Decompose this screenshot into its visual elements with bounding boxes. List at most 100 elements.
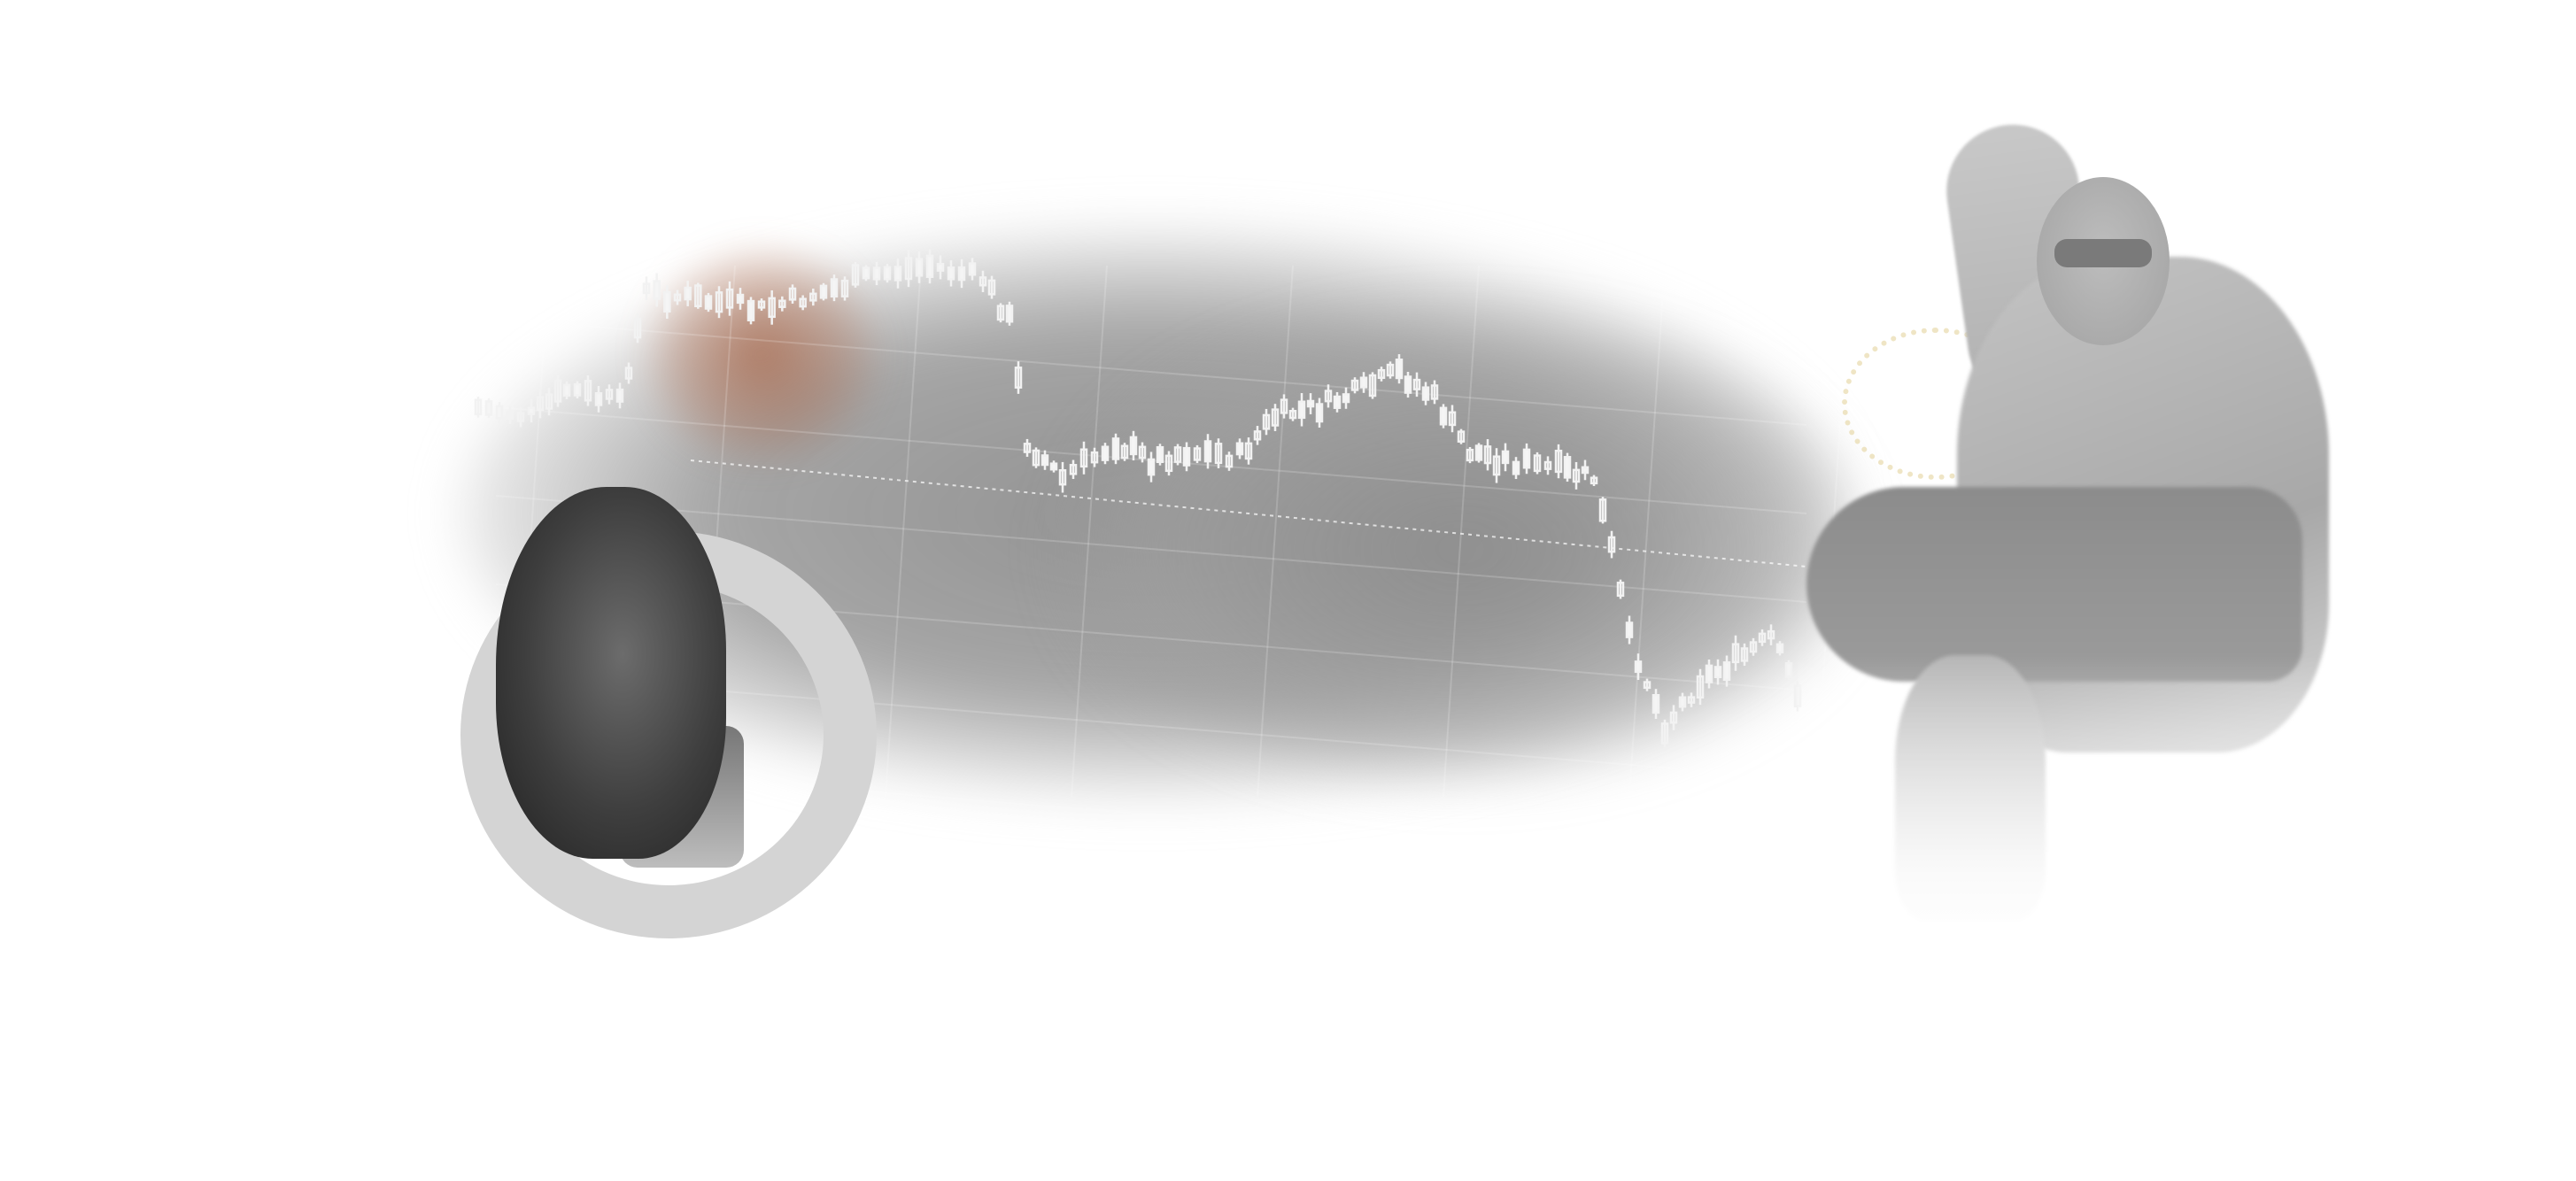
candle-body [979, 276, 987, 287]
candle-body [893, 266, 902, 282]
candle-body [1669, 711, 1678, 724]
candle-body [840, 279, 849, 297]
candle-body [1156, 445, 1164, 463]
candle-body [1705, 664, 1713, 683]
candle-body [1590, 476, 1598, 485]
grid-line [1443, 265, 1480, 798]
candle-body [1533, 454, 1542, 473]
grid-line [1071, 265, 1108, 798]
candle-body [562, 383, 571, 398]
candle-body [594, 391, 603, 406]
candle-body [1182, 446, 1191, 467]
candle-body [1598, 498, 1607, 522]
candle-body [1203, 440, 1212, 463]
candle-body [1439, 406, 1448, 426]
candle-body [1395, 359, 1404, 380]
candle-body [1069, 464, 1078, 475]
candle-body [1731, 643, 1740, 664]
candle-body [725, 288, 734, 309]
blurred-background-cloud-secondary [1063, 319, 1860, 779]
candle-body [746, 299, 755, 321]
candle-body [1262, 413, 1271, 430]
candle-body [996, 305, 1005, 321]
candle-body [1543, 460, 1552, 470]
candle-body [1359, 376, 1368, 389]
candle-body [1572, 468, 1581, 483]
candle-body [545, 393, 553, 410]
candle-body [1040, 454, 1049, 467]
candle-body [830, 278, 839, 298]
candle-body [1722, 661, 1731, 682]
candle-body [1740, 647, 1749, 662]
candle-body [553, 379, 562, 403]
candle-body [851, 264, 860, 286]
candle-body [1333, 395, 1342, 409]
grid-line [885, 265, 922, 798]
candle-body [1457, 430, 1466, 443]
candle-body [915, 258, 924, 277]
candle-body [799, 297, 807, 308]
candle-body [663, 291, 671, 313]
candle-body [1767, 629, 1775, 640]
candle-body [1512, 460, 1520, 475]
candle-body [904, 257, 913, 281]
candle-body [1297, 400, 1306, 420]
candle-body [1652, 694, 1660, 714]
candle-body [536, 396, 545, 411]
candle-body [1235, 442, 1244, 456]
candle-body [1660, 722, 1669, 745]
candle-body [1315, 403, 1324, 423]
candle-body [1023, 443, 1032, 453]
candle-body [1483, 445, 1492, 465]
candle-body [474, 398, 483, 416]
candle-body [1713, 666, 1722, 679]
candle-body [757, 300, 766, 309]
candle-body [624, 367, 633, 380]
candle-body [615, 388, 624, 403]
candle-body [694, 284, 702, 307]
candle-body [1749, 641, 1758, 653]
candle-body [1607, 536, 1616, 553]
candle-body [1522, 448, 1531, 469]
grid-line [1257, 265, 1294, 798]
candle-body [947, 266, 955, 281]
candle-body [1225, 454, 1234, 468]
candle-body [1404, 375, 1412, 394]
candle-body [936, 262, 945, 272]
candle-body [1616, 582, 1625, 598]
candle-body [1466, 448, 1474, 462]
candle-body [1280, 398, 1288, 414]
candle-body [1090, 451, 1099, 464]
candle-body [516, 412, 525, 422]
candle-body [1129, 436, 1138, 456]
candle-body [506, 410, 514, 420]
candle-body [1758, 632, 1767, 644]
candle-body [872, 266, 881, 281]
candle-body [957, 266, 966, 282]
candle-body [573, 382, 582, 397]
candle-body [809, 292, 817, 302]
candle-body [736, 293, 745, 305]
candle-body [1058, 468, 1067, 486]
reclining-statue-image [1798, 116, 2506, 974]
candle-body [1111, 437, 1120, 460]
candle-body [987, 279, 996, 296]
candle-body [1350, 379, 1359, 391]
candle-body [1775, 643, 1784, 653]
candle-body [1421, 386, 1430, 401]
candle-body [1386, 363, 1395, 377]
candle-body [1342, 393, 1350, 404]
candle-body [1784, 662, 1793, 678]
statue-sunglasses [2054, 239, 2152, 267]
candle-body [1079, 448, 1088, 468]
candle-body [968, 262, 977, 276]
candle-body [1193, 447, 1202, 461]
candle-body [1643, 681, 1652, 690]
candle-body [1101, 445, 1110, 461]
candle-body [1014, 367, 1023, 389]
candle-body [1563, 456, 1572, 479]
candle-body [819, 284, 828, 299]
candle-body [633, 317, 642, 339]
candle-body [1448, 411, 1457, 427]
